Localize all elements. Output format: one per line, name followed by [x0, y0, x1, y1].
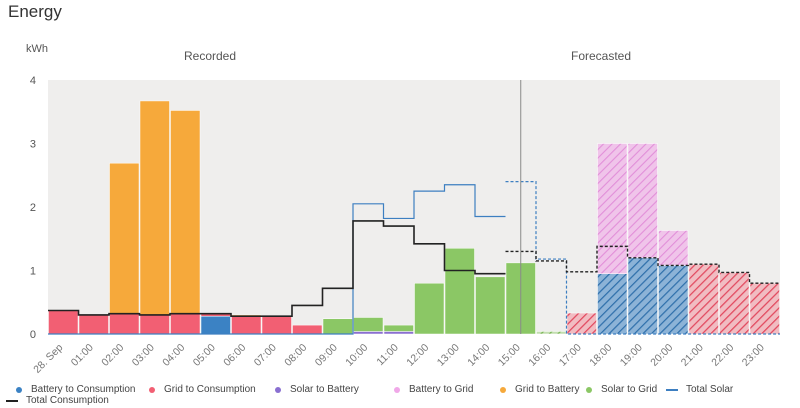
legend-swatch-solar-to-battery — [275, 386, 281, 393]
x-tick-label-14: 14:00 — [465, 342, 492, 369]
y-tick-label-4: 4 — [30, 75, 36, 87]
bar-battery-to-consumption-20[interactable] — [658, 265, 689, 335]
bar-battery-to-grid-20[interactable] — [658, 230, 689, 266]
bar-grid-to-consumption-7[interactable] — [261, 315, 292, 335]
x-tick-label-8: 08:00 — [282, 342, 309, 369]
x-tick-label-18: 18:00 — [587, 342, 614, 369]
x-tick-label-15: 15:00 — [496, 342, 523, 369]
line-total-solar-recorded — [48, 184, 506, 335]
x-tick-label-6: 06:00 — [221, 342, 248, 369]
legend-item-solar-to-grid[interactable]: Solar to Grid — [586, 384, 657, 395]
y-tick-label-3: 3 — [30, 139, 36, 151]
legend: Battery to Consumption Grid to Consumpti… — [0, 380, 800, 408]
line-total-solar-forecast — [505, 181, 780, 335]
y-tick-label-2: 2 — [30, 202, 36, 214]
bar-grid-to-consumption-23[interactable] — [749, 282, 780, 335]
bar-solar-to-grid-10[interactable] — [353, 317, 384, 332]
x-tick-label-10: 10:00 — [343, 342, 370, 369]
legend-label-total-consumption: Total Consumption — [26, 395, 109, 406]
x-tick-label-11: 11:00 — [374, 342, 401, 369]
legend-label-total-solar: Total Solar — [686, 384, 734, 395]
legend-swatch-total-consumption — [6, 399, 18, 402]
x-tick-label-4: 04:00 — [160, 342, 187, 369]
y-axis: 0 1 2 3 4 — [30, 75, 36, 341]
legend-swatch-battery-to-consumption — [16, 386, 22, 393]
x-tick-label-19: 19:00 — [618, 342, 645, 369]
legend-swatch-total-solar — [666, 388, 678, 391]
bar-grid-to-consumption-22[interactable] — [719, 272, 750, 335]
legend-label-battery-to-grid: Battery to Grid — [409, 384, 474, 395]
legend-item-total-consumption[interactable]: Total Consumption — [6, 395, 109, 406]
x-tick-label-22: 22:00 — [709, 342, 736, 369]
line-total-consumption-recorded — [48, 220, 506, 318]
legend-label-battery-to-consumption: Battery to Consumption — [31, 384, 136, 395]
bar-grid-to-consumption-17[interactable] — [566, 312, 597, 335]
bar-solar-to-grid-11[interactable] — [383, 324, 414, 332]
bar-grid-to-battery-3[interactable] — [139, 100, 170, 316]
x-tick-label-16: 16:00 — [526, 342, 553, 369]
legend-label-solar-to-grid: Solar to Grid — [601, 384, 658, 395]
x-axis: 28. Sep 01:00 02:00 03:00 04:00 05:00 06:00 07:… — [31, 342, 767, 376]
x-tick-label-20: 20:00 — [648, 342, 675, 369]
energy-chart: kWh Recorded Forecasted 0 1 2 3 4 28. Sep 01:… — [26, 43, 780, 376]
bar-grid-to-consumption-0[interactable] — [48, 310, 79, 335]
bar-battery-to-grid-18[interactable] — [597, 143, 628, 274]
legend-label-grid-to-battery: Grid to Battery — [515, 384, 580, 395]
section-label-forecasted: Forecasted — [571, 49, 631, 63]
legend-swatch-grid-to-consumption — [149, 386, 155, 393]
bar-grid-to-battery-4[interactable] — [170, 110, 201, 314]
x-tick-label-23: 23:00 — [740, 342, 767, 369]
bar-battery-to-consumption-5[interactable] — [200, 315, 231, 335]
x-tick-label-21: 21:00 — [679, 342, 706, 369]
bar-grid-to-consumption-8[interactable] — [292, 324, 323, 335]
legend-label-grid-to-consumption: Grid to Consumption — [164, 384, 256, 395]
x-tick-label-2: 02:00 — [99, 342, 126, 369]
bar-battery-to-consumption-19[interactable] — [627, 257, 658, 335]
legend-label-solar-to-battery: Solar to Battery — [290, 384, 359, 395]
y-axis-label: kWh — [26, 43, 48, 55]
y-tick-label-0: 0 — [30, 329, 36, 341]
bar-solar-to-grid-14[interactable] — [475, 276, 506, 335]
bar-solar-to-grid-16[interactable] — [536, 331, 567, 335]
legend-item-grid-to-battery[interactable]: Grid to Battery — [500, 384, 579, 395]
x-tick-label-9: 09:00 — [313, 342, 340, 369]
x-tick-label-1: 01:00 — [69, 342, 96, 369]
legend-item-battery-to-consumption[interactable]: Battery to Consumption — [16, 384, 136, 395]
legend-item-total-solar[interactable]: Total Solar — [666, 384, 733, 395]
legend-swatch-solar-to-grid — [586, 386, 592, 393]
x-tick-label-5: 05:00 — [191, 342, 218, 369]
bar-solar-to-grid-9[interactable] — [322, 318, 353, 335]
bar-grid-to-consumption-3[interactable] — [139, 314, 170, 335]
legend-item-battery-to-grid[interactable]: Battery to Grid — [394, 384, 473, 395]
section-label-recorded: Recorded — [184, 49, 236, 63]
x-tick-label-13: 13:00 — [435, 342, 462, 369]
legend-item-grid-to-consumption[interactable]: Grid to Consumption — [149, 384, 256, 395]
bar-grid-to-consumption-2[interactable] — [109, 313, 140, 335]
bar-grid-to-consumption-4[interactable] — [170, 313, 201, 335]
legend-item-solar-to-battery[interactable]: Solar to Battery — [275, 384, 359, 395]
bars-layer — [48, 100, 780, 335]
bar-solar-to-grid-12[interactable] — [414, 282, 445, 335]
x-tick-label-7: 07:00 — [252, 342, 279, 369]
bar-battery-to-consumption-18[interactable] — [597, 273, 628, 335]
bar-grid-to-battery-2[interactable] — [109, 162, 140, 314]
bar-solar-to-battery-11[interactable] — [383, 331, 414, 335]
bar-grid-to-consumption-21[interactable] — [688, 263, 719, 335]
lines-layer — [48, 181, 780, 335]
x-tick-label-3: 03:00 — [130, 342, 157, 369]
legend-swatch-battery-to-grid — [394, 386, 400, 393]
y-tick-label-1: 1 — [30, 266, 36, 278]
line-total-consumption-forecast — [505, 245, 780, 284]
x-tick-label-0: 28. Sep — [31, 342, 65, 376]
bar-grid-to-consumption-6[interactable] — [231, 315, 262, 335]
bar-battery-to-grid-19[interactable] — [627, 143, 658, 259]
x-tick-label-12: 12:00 — [404, 342, 431, 369]
x-tick-label-17: 17:00 — [557, 342, 584, 369]
legend-swatch-grid-to-battery — [500, 386, 506, 393]
page-title: Energy — [8, 2, 62, 21]
bar-solar-to-battery-10[interactable] — [353, 331, 384, 335]
bar-grid-to-consumption-1[interactable] — [78, 314, 109, 335]
bar-solar-to-grid-13[interactable] — [444, 248, 475, 335]
